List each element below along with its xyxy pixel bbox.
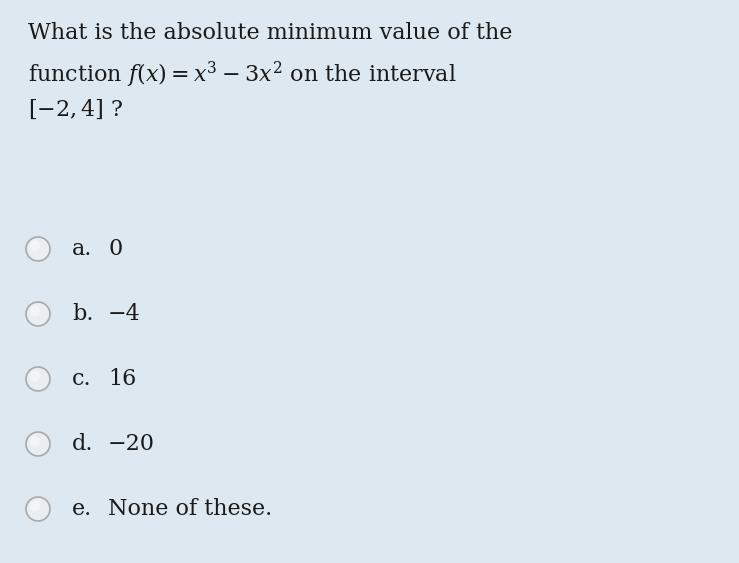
Circle shape — [27, 433, 49, 455]
Circle shape — [27, 368, 49, 390]
Circle shape — [30, 501, 41, 511]
Text: 0: 0 — [108, 238, 122, 260]
Text: −20: −20 — [108, 433, 155, 455]
Circle shape — [27, 498, 49, 520]
Text: 16: 16 — [108, 368, 136, 390]
Circle shape — [30, 240, 41, 252]
Text: None of these.: None of these. — [108, 498, 272, 520]
Text: c.: c. — [72, 368, 92, 390]
Circle shape — [27, 303, 49, 325]
Circle shape — [27, 238, 49, 260]
Circle shape — [30, 370, 41, 381]
Text: −4: −4 — [108, 303, 140, 325]
Text: What is the absolute minimum value of the: What is the absolute minimum value of th… — [28, 22, 512, 44]
Circle shape — [30, 436, 41, 446]
Text: b.: b. — [72, 303, 94, 325]
Text: d.: d. — [72, 433, 94, 455]
Text: a.: a. — [72, 238, 92, 260]
Text: e.: e. — [72, 498, 92, 520]
Text: $[-2, 4]$ ?: $[-2, 4]$ ? — [28, 98, 123, 121]
Text: function $f(x) = x^3 - 3x^2$ on the interval: function $f(x) = x^3 - 3x^2$ on the inte… — [28, 60, 457, 90]
Circle shape — [30, 306, 41, 316]
